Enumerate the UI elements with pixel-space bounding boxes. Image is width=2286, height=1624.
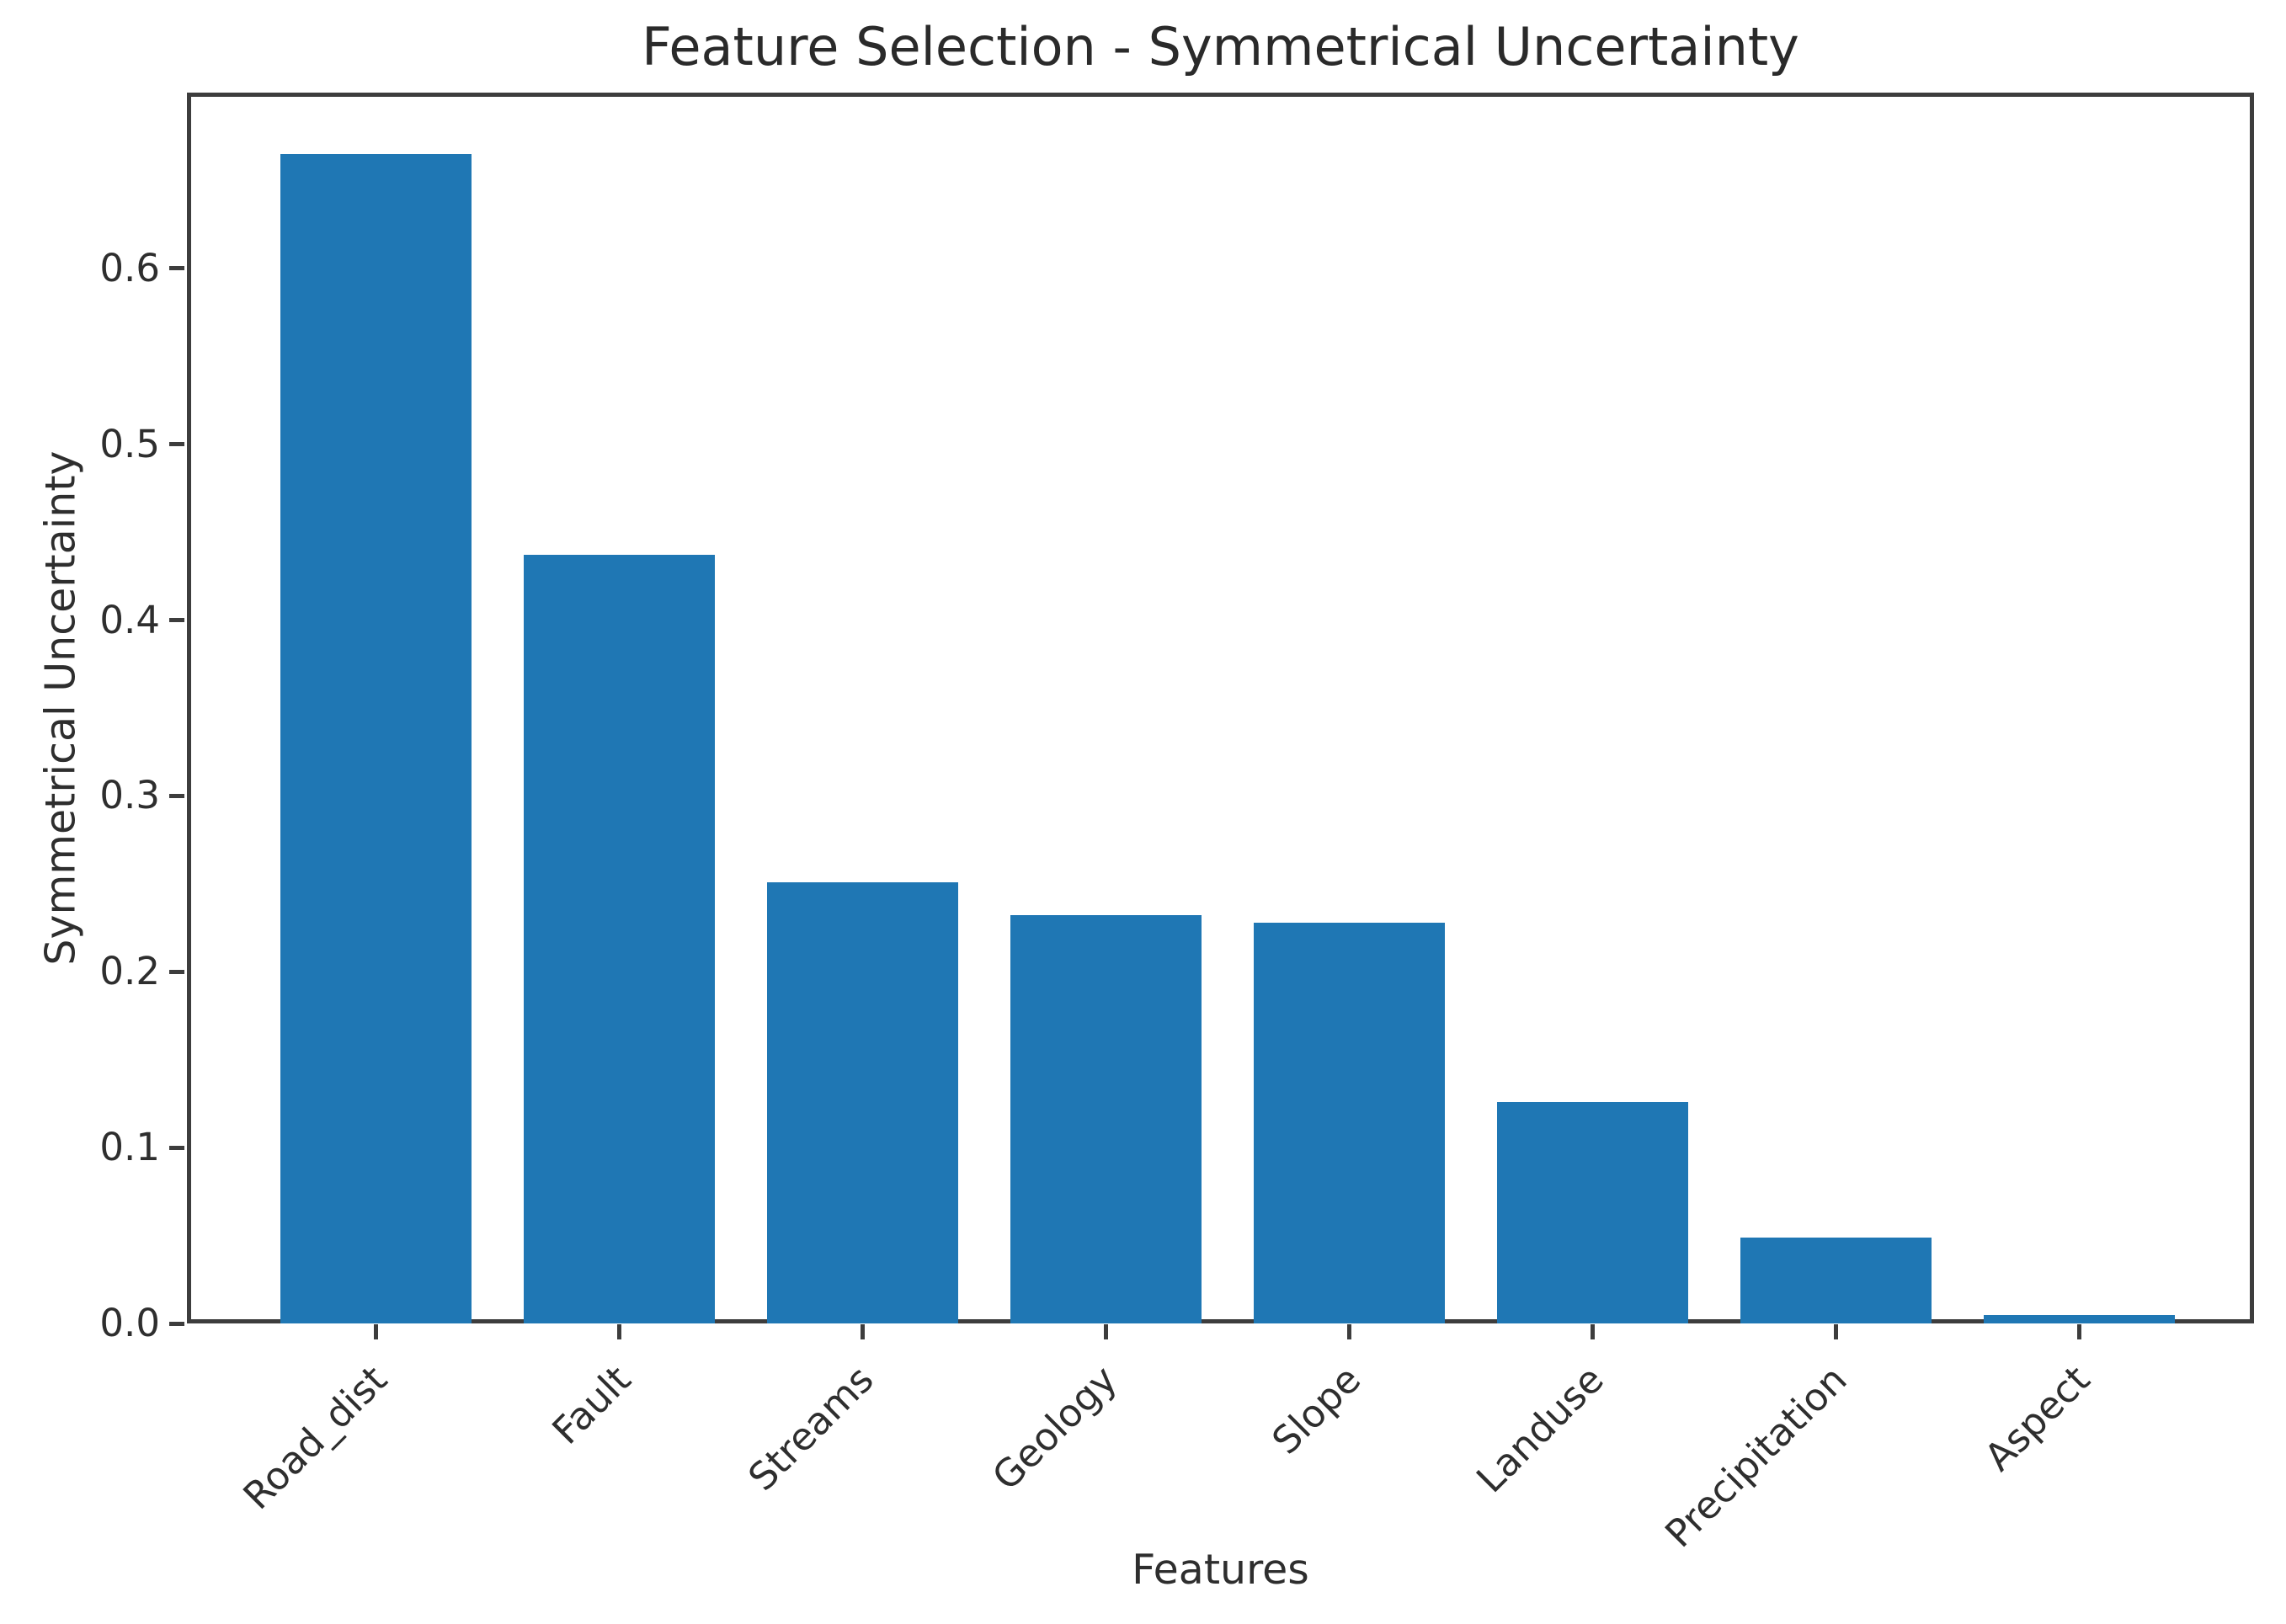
x-tick-mark bbox=[861, 1324, 866, 1339]
x-tick-label: Fault bbox=[543, 1356, 639, 1453]
y-tick-label: 0.6 bbox=[99, 245, 160, 290]
y-tick-label: 0.1 bbox=[99, 1125, 160, 1170]
y-tick-label: 0.3 bbox=[99, 773, 160, 818]
x-axis-label: Features bbox=[1132, 1546, 1309, 1594]
plot-area bbox=[187, 93, 2254, 1323]
y-tick-mark bbox=[169, 793, 184, 798]
y-tick-label: 0.2 bbox=[99, 949, 160, 994]
x-tick-mark bbox=[2076, 1324, 2081, 1339]
bar bbox=[280, 154, 472, 1323]
x-tick-label: Road_dist bbox=[234, 1356, 396, 1519]
y-tick-label: 0.5 bbox=[99, 421, 160, 466]
x-tick-mark bbox=[1833, 1324, 1838, 1339]
y-tick-mark bbox=[169, 442, 184, 447]
chart-title: Feature Selection - Symmetrical Uncertai… bbox=[642, 16, 1799, 77]
bar bbox=[1496, 1101, 1688, 1323]
y-tick-mark bbox=[169, 1321, 184, 1326]
y-tick-mark bbox=[169, 618, 184, 623]
bar bbox=[524, 555, 716, 1323]
bar bbox=[1010, 915, 1202, 1323]
x-tick-label: Streams bbox=[739, 1356, 882, 1500]
x-tick-mark bbox=[617, 1324, 622, 1339]
bar bbox=[1253, 922, 1445, 1323]
x-tick-mark bbox=[1590, 1324, 1595, 1339]
x-tick-label: Aspect bbox=[1976, 1356, 2099, 1480]
x-tick-label: Geology bbox=[983, 1356, 1126, 1499]
x-tick-label: Slope bbox=[1263, 1356, 1369, 1463]
x-tick-label: Landuse bbox=[1468, 1356, 1612, 1502]
y-tick-mark bbox=[169, 1145, 184, 1150]
y-axis-label: Symmetrical Uncertainty bbox=[36, 450, 85, 966]
x-tick-label: Precipitation bbox=[1656, 1356, 1856, 1557]
x-tick-mark bbox=[374, 1324, 379, 1339]
bar bbox=[1740, 1237, 1932, 1323]
bar bbox=[1983, 1314, 2175, 1323]
bar bbox=[766, 881, 959, 1323]
y-tick-label: 0.0 bbox=[99, 1301, 160, 1345]
y-tick-label: 0.4 bbox=[99, 597, 160, 642]
y-tick-mark bbox=[169, 266, 184, 271]
x-tick-mark bbox=[1346, 1324, 1351, 1339]
y-tick-mark bbox=[169, 969, 184, 974]
x-tick-mark bbox=[1103, 1324, 1108, 1339]
